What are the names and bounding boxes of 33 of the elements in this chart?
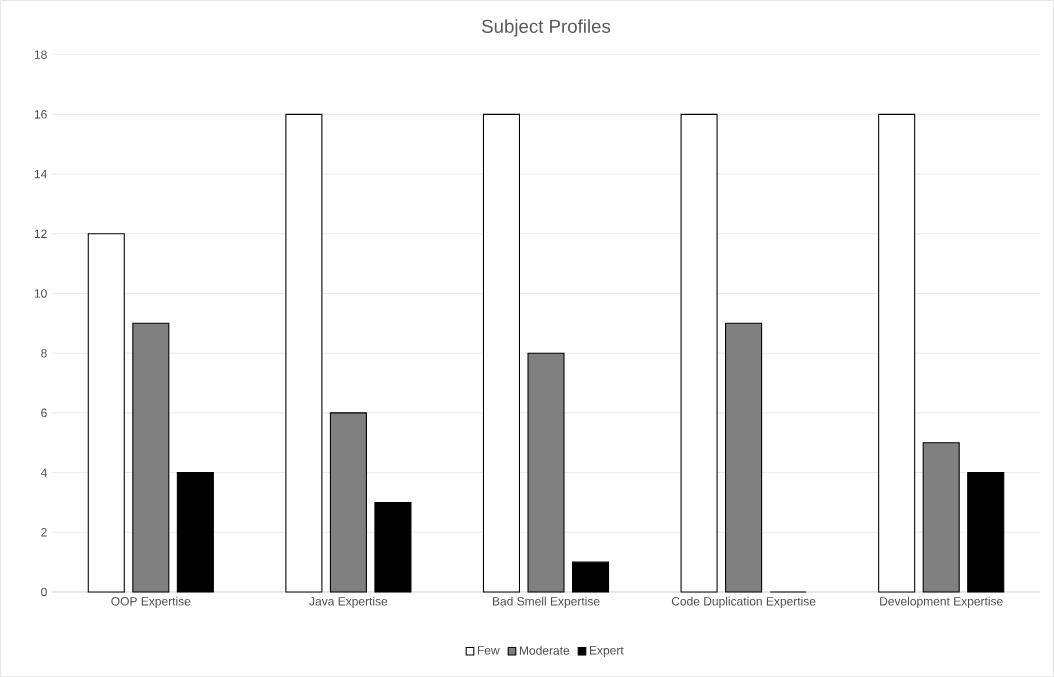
bar	[482, 113, 521, 593]
bar	[725, 322, 763, 593]
x-tick-label: Java Expertise	[309, 596, 388, 608]
legend-label: Expert	[589, 646, 624, 657]
bar	[572, 561, 610, 593]
y-tick-label: 10	[34, 289, 47, 298]
bar	[285, 113, 323, 593]
y-tick-label: 14	[34, 169, 47, 179]
x-tick-label: Bad Smell Expertise	[492, 596, 600, 608]
y-tick-label: 16	[34, 110, 47, 119]
x-tick-label: Development Expertise	[880, 596, 1003, 608]
chart-title: Subject Profiles	[482, 19, 611, 37]
bar	[132, 322, 170, 593]
bar	[527, 352, 565, 593]
y-tick-label: 2	[41, 528, 47, 537]
legend-label: Few	[477, 646, 500, 655]
bar	[374, 501, 412, 593]
bar	[922, 442, 960, 593]
bar	[878, 113, 916, 593]
y-tick-label: 8	[41, 348, 47, 358]
y-tick-label: 12	[34, 229, 47, 238]
bar	[176, 472, 214, 593]
y-tick-label: 6	[41, 408, 47, 418]
bar	[967, 472, 1005, 593]
y-tick-label: 0	[41, 587, 47, 597]
y-tick-label: 4	[40, 468, 47, 477]
legend-label: Moderate	[519, 645, 570, 655]
bar	[680, 113, 718, 593]
bar	[329, 412, 367, 593]
x-tick-label: Code Duplication Expertise	[671, 596, 816, 608]
y-tick-label: 18	[34, 50, 47, 59]
bar	[87, 233, 125, 593]
x-tick-label: OOP Expertise	[111, 596, 191, 608]
